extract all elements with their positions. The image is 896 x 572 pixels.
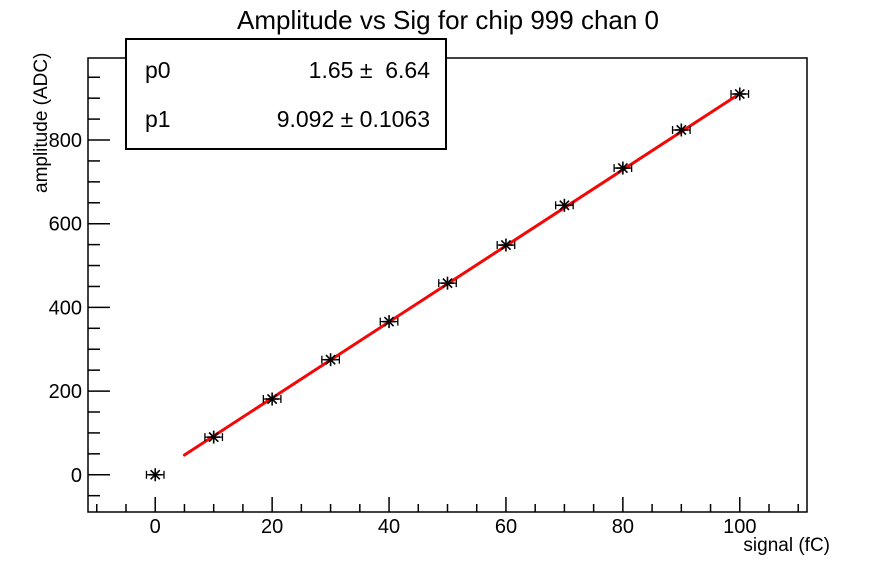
data-point (496, 238, 516, 252)
asterisk-marker (557, 198, 571, 212)
x-tick-label: 80 (612, 516, 634, 538)
y-tick-label: 800 (49, 130, 82, 152)
y-tick-label: 600 (49, 214, 82, 236)
asterisk-marker (733, 87, 747, 101)
plot-frame (87, 57, 808, 513)
x-tick-label: 60 (495, 516, 517, 538)
asterisk-marker (207, 430, 221, 444)
asterisk-marker (674, 123, 688, 137)
data-point (262, 392, 282, 406)
asterisk-marker (616, 161, 630, 175)
asterisk-marker (499, 238, 513, 252)
data-point (554, 198, 574, 212)
x-tick-label: 20 (261, 516, 283, 538)
x-axis-title: signal (fC) (743, 535, 830, 556)
x-tick-label: 0 (150, 516, 161, 538)
asterisk-marker (382, 315, 396, 329)
data-points (145, 87, 750, 482)
asterisk-marker (148, 468, 162, 482)
data-point (438, 276, 457, 290)
stats-row-p0: p0 1.65 ± 6.64 (127, 59, 445, 82)
data-point (204, 430, 224, 444)
param-p1-name: p1 (145, 106, 171, 132)
plot-title: Amplitude vs Sig for chip 999 chan 0 (236, 5, 660, 35)
data-point (145, 468, 165, 482)
param-p1-value: 9.092 ± 0.1063 (276, 106, 430, 132)
data-point (379, 315, 399, 329)
asterisk-marker (441, 276, 454, 290)
y-tick-label: 0 (71, 465, 82, 487)
y-tick-label: 400 (49, 297, 82, 319)
data-point (613, 161, 633, 175)
asterisk-marker (324, 353, 338, 367)
stats-row-p1: p1 9.092 ± 0.1063 (127, 108, 445, 131)
x-tick-label: 100 (723, 516, 756, 538)
y-tick-label: 200 (49, 381, 82, 403)
fit-stats-box: p0 1.65 ± 6.64 p1 9.092 ± 0.1063 (125, 38, 447, 150)
param-p0-value: 1.65 ± 6.64 (308, 57, 430, 83)
param-p0-name: p0 (145, 57, 171, 83)
data-point (671, 123, 691, 137)
x-tick-label: 40 (378, 516, 400, 538)
data-point (730, 87, 750, 101)
asterisk-marker (265, 392, 279, 406)
data-point (321, 353, 341, 367)
y-axis-title: amplitude (ADC) (31, 53, 52, 193)
